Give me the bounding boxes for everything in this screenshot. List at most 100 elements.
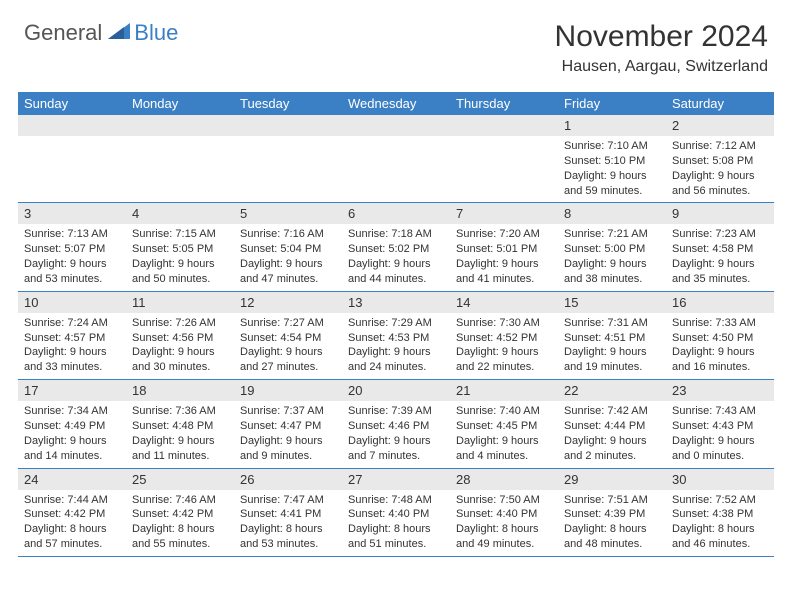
day-number: 21 xyxy=(450,380,558,401)
daylight-line: Daylight: 8 hours and 55 minutes. xyxy=(132,522,228,552)
day-number: 24 xyxy=(18,469,126,490)
day-cell: 13Sunrise: 7:29 AMSunset: 4:53 PMDayligh… xyxy=(342,292,450,379)
sunset-line: Sunset: 5:10 PM xyxy=(564,154,660,169)
sunrise-line: Sunrise: 7:52 AM xyxy=(672,493,768,508)
sunset-line: Sunset: 5:05 PM xyxy=(132,242,228,257)
day-number: 27 xyxy=(342,469,450,490)
day-body: Sunrise: 7:44 AMSunset: 4:42 PMDaylight:… xyxy=(18,490,126,556)
weekday-header-cell: Monday xyxy=(126,92,234,115)
daylight-line: Daylight: 8 hours and 51 minutes. xyxy=(348,522,444,552)
day-number: 9 xyxy=(666,203,774,224)
daylight-line: Daylight: 9 hours and 53 minutes. xyxy=(24,257,120,287)
sunset-line: Sunset: 4:52 PM xyxy=(456,331,552,346)
sunrise-line: Sunrise: 7:50 AM xyxy=(456,493,552,508)
day-number: 20 xyxy=(342,380,450,401)
day-body: Sunrise: 7:12 AMSunset: 5:08 PMDaylight:… xyxy=(666,136,774,202)
daylight-line: Daylight: 9 hours and 16 minutes. xyxy=(672,345,768,375)
daylight-line: Daylight: 9 hours and 11 minutes. xyxy=(132,434,228,464)
day-number: 18 xyxy=(126,380,234,401)
weeks-container: 1Sunrise: 7:10 AMSunset: 5:10 PMDaylight… xyxy=(18,115,774,557)
weekday-header-cell: Friday xyxy=(558,92,666,115)
sunset-line: Sunset: 4:39 PM xyxy=(564,507,660,522)
day-number xyxy=(450,115,558,136)
day-cell: 24Sunrise: 7:44 AMSunset: 4:42 PMDayligh… xyxy=(18,469,126,556)
sunset-line: Sunset: 4:40 PM xyxy=(456,507,552,522)
weekday-header-cell: Thursday xyxy=(450,92,558,115)
header: General Blue November 2024 Hausen, Aarga… xyxy=(0,0,792,84)
day-number: 11 xyxy=(126,292,234,313)
sunset-line: Sunset: 5:08 PM xyxy=(672,154,768,169)
day-body: Sunrise: 7:30 AMSunset: 4:52 PMDaylight:… xyxy=(450,313,558,379)
sunrise-line: Sunrise: 7:20 AM xyxy=(456,227,552,242)
day-number: 17 xyxy=(18,380,126,401)
day-number: 3 xyxy=(18,203,126,224)
day-body: Sunrise: 7:43 AMSunset: 4:43 PMDaylight:… xyxy=(666,401,774,467)
day-cell xyxy=(18,115,126,202)
daylight-line: Daylight: 9 hours and 14 minutes. xyxy=(24,434,120,464)
day-cell: 3Sunrise: 7:13 AMSunset: 5:07 PMDaylight… xyxy=(18,203,126,290)
sunset-line: Sunset: 4:42 PM xyxy=(24,507,120,522)
day-body: Sunrise: 7:18 AMSunset: 5:02 PMDaylight:… xyxy=(342,224,450,290)
day-number: 22 xyxy=(558,380,666,401)
logo-triangle-icon xyxy=(108,21,132,46)
day-body: Sunrise: 7:31 AMSunset: 4:51 PMDaylight:… xyxy=(558,313,666,379)
day-body: Sunrise: 7:34 AMSunset: 4:49 PMDaylight:… xyxy=(18,401,126,467)
daylight-line: Daylight: 9 hours and 38 minutes. xyxy=(564,257,660,287)
day-number: 5 xyxy=(234,203,342,224)
sunset-line: Sunset: 4:40 PM xyxy=(348,507,444,522)
sunset-line: Sunset: 4:57 PM xyxy=(24,331,120,346)
sunrise-line: Sunrise: 7:18 AM xyxy=(348,227,444,242)
sunset-line: Sunset: 5:01 PM xyxy=(456,242,552,257)
logo-text-blue: Blue xyxy=(134,20,178,46)
day-body: Sunrise: 7:29 AMSunset: 4:53 PMDaylight:… xyxy=(342,313,450,379)
weekday-header-cell: Saturday xyxy=(666,92,774,115)
day-body: Sunrise: 7:10 AMSunset: 5:10 PMDaylight:… xyxy=(558,136,666,202)
day-body: Sunrise: 7:36 AMSunset: 4:48 PMDaylight:… xyxy=(126,401,234,467)
title-block: November 2024 Hausen, Aargau, Switzerlan… xyxy=(555,20,768,76)
day-cell: 2Sunrise: 7:12 AMSunset: 5:08 PMDaylight… xyxy=(666,115,774,202)
day-cell: 29Sunrise: 7:51 AMSunset: 4:39 PMDayligh… xyxy=(558,469,666,556)
sunrise-line: Sunrise: 7:34 AM xyxy=(24,404,120,419)
sunrise-line: Sunrise: 7:10 AM xyxy=(564,139,660,154)
day-cell: 4Sunrise: 7:15 AMSunset: 5:05 PMDaylight… xyxy=(126,203,234,290)
day-cell: 28Sunrise: 7:50 AMSunset: 4:40 PMDayligh… xyxy=(450,469,558,556)
day-number: 10 xyxy=(18,292,126,313)
sunset-line: Sunset: 4:50 PM xyxy=(672,331,768,346)
weekday-header-cell: Wednesday xyxy=(342,92,450,115)
day-number: 13 xyxy=(342,292,450,313)
sunrise-line: Sunrise: 7:21 AM xyxy=(564,227,660,242)
weekday-header-cell: Sunday xyxy=(18,92,126,115)
sunrise-line: Sunrise: 7:51 AM xyxy=(564,493,660,508)
day-number: 30 xyxy=(666,469,774,490)
daylight-line: Daylight: 9 hours and 30 minutes. xyxy=(132,345,228,375)
day-number: 19 xyxy=(234,380,342,401)
day-body: Sunrise: 7:52 AMSunset: 4:38 PMDaylight:… xyxy=(666,490,774,556)
day-number: 7 xyxy=(450,203,558,224)
sunset-line: Sunset: 4:56 PM xyxy=(132,331,228,346)
day-body: Sunrise: 7:40 AMSunset: 4:45 PMDaylight:… xyxy=(450,401,558,467)
day-cell: 10Sunrise: 7:24 AMSunset: 4:57 PMDayligh… xyxy=(18,292,126,379)
daylight-line: Daylight: 9 hours and 27 minutes. xyxy=(240,345,336,375)
sunset-line: Sunset: 5:02 PM xyxy=(348,242,444,257)
daylight-line: Daylight: 9 hours and 2 minutes. xyxy=(564,434,660,464)
daylight-line: Daylight: 8 hours and 49 minutes. xyxy=(456,522,552,552)
day-cell: 30Sunrise: 7:52 AMSunset: 4:38 PMDayligh… xyxy=(666,469,774,556)
day-cell xyxy=(126,115,234,202)
sunset-line: Sunset: 4:43 PM xyxy=(672,419,768,434)
sunset-line: Sunset: 4:42 PM xyxy=(132,507,228,522)
day-number: 6 xyxy=(342,203,450,224)
week-row: 24Sunrise: 7:44 AMSunset: 4:42 PMDayligh… xyxy=(18,469,774,557)
day-number xyxy=(342,115,450,136)
sunrise-line: Sunrise: 7:36 AM xyxy=(132,404,228,419)
daylight-line: Daylight: 9 hours and 24 minutes. xyxy=(348,345,444,375)
week-row: 17Sunrise: 7:34 AMSunset: 4:49 PMDayligh… xyxy=(18,380,774,468)
sunset-line: Sunset: 4:58 PM xyxy=(672,242,768,257)
day-body: Sunrise: 7:39 AMSunset: 4:46 PMDaylight:… xyxy=(342,401,450,467)
day-cell: 25Sunrise: 7:46 AMSunset: 4:42 PMDayligh… xyxy=(126,469,234,556)
sunrise-line: Sunrise: 7:48 AM xyxy=(348,493,444,508)
day-cell: 20Sunrise: 7:39 AMSunset: 4:46 PMDayligh… xyxy=(342,380,450,467)
sunrise-line: Sunrise: 7:31 AM xyxy=(564,316,660,331)
daylight-line: Daylight: 9 hours and 47 minutes. xyxy=(240,257,336,287)
daylight-line: Daylight: 8 hours and 53 minutes. xyxy=(240,522,336,552)
day-number: 4 xyxy=(126,203,234,224)
